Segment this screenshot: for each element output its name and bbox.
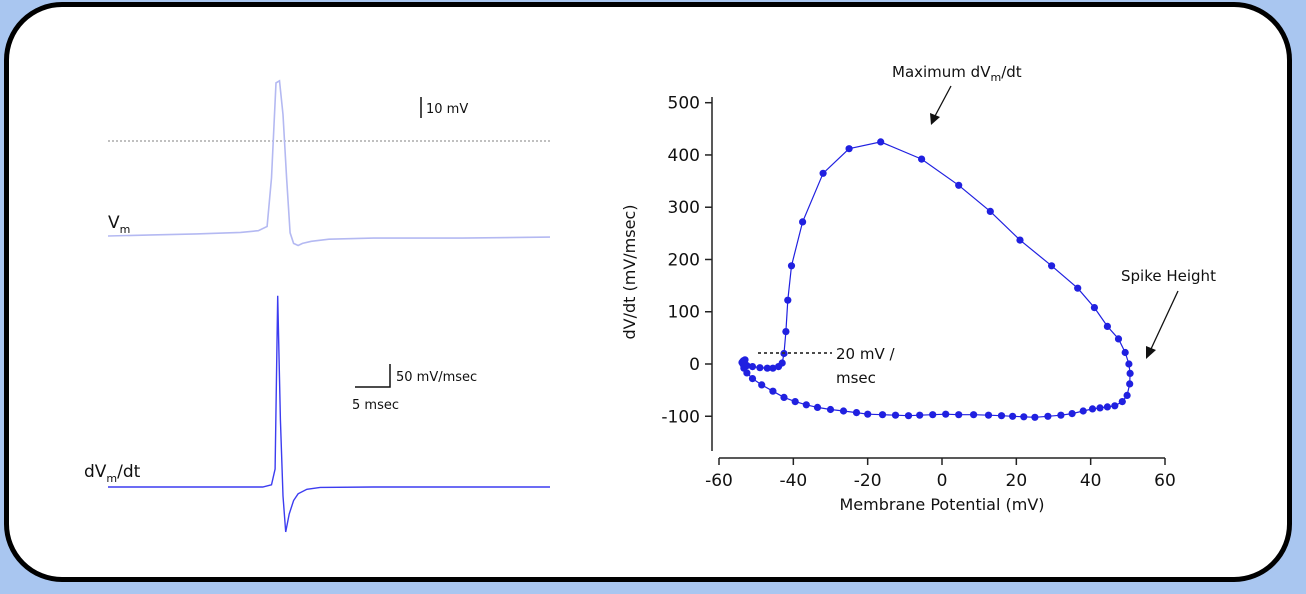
y-axis-label: dV/dt (mV/msec) xyxy=(620,205,639,340)
threshold-label-line1: 20 mV / xyxy=(836,345,895,363)
phase-point xyxy=(1103,403,1111,411)
derivative-time-scale-bar xyxy=(355,364,391,388)
dvdt-label: dVm/dt xyxy=(84,462,141,485)
phase-point xyxy=(782,328,790,336)
phase-point xyxy=(984,411,993,419)
phase-point xyxy=(826,405,835,414)
vm-label: Vm xyxy=(108,213,130,236)
phase-point xyxy=(1114,335,1123,343)
max-dvdt-label: Maximum dVm/dt xyxy=(892,63,1022,84)
phase-point xyxy=(1126,369,1134,377)
phase-point xyxy=(1123,391,1131,399)
spike-height-arrow xyxy=(1146,290,1179,359)
phase-point xyxy=(758,381,766,389)
x-ticks: -60 -40 -20 0 20 40 60 xyxy=(705,458,1176,491)
phase-plot-points xyxy=(738,138,1134,421)
phase-point xyxy=(778,359,786,367)
phase-point xyxy=(1074,284,1082,292)
y-tick-label: 400 xyxy=(668,146,700,166)
voltage-scale-label: 10 mV xyxy=(426,102,468,117)
phase-point xyxy=(929,411,937,419)
phase-point xyxy=(852,409,861,417)
threshold-label-line2: msec xyxy=(836,369,876,387)
phase-point xyxy=(1090,304,1098,312)
dvdt-trace xyxy=(108,295,550,533)
y-tick-label: 0 xyxy=(689,355,700,375)
phase-point xyxy=(986,207,994,215)
phase-point xyxy=(799,218,807,226)
phase-point xyxy=(1009,412,1017,420)
y-tick-label: -100 xyxy=(661,407,700,427)
phase-point xyxy=(1079,407,1087,415)
phase-point xyxy=(878,411,887,419)
phase-point xyxy=(955,181,963,189)
phase-point xyxy=(864,410,872,418)
max-dvdt-arrow xyxy=(930,85,952,125)
phase-point xyxy=(1016,236,1024,244)
phase-point xyxy=(916,411,924,419)
phase-point xyxy=(1096,404,1104,412)
x-tick-label: -60 xyxy=(705,471,733,491)
phase-point xyxy=(784,296,792,304)
y-ticks: -100 0 100 200 300 400 500 xyxy=(661,94,712,427)
x-axis-label: Membrane Potential (mV) xyxy=(839,495,1044,514)
phase-point xyxy=(942,410,950,418)
phase-point xyxy=(763,364,771,372)
phase-point xyxy=(1048,262,1056,270)
phase-point xyxy=(1118,398,1126,406)
phase-point xyxy=(1068,410,1076,418)
phase-point xyxy=(1111,402,1119,410)
phase-point xyxy=(748,363,757,371)
x-tick-label: 0 xyxy=(937,471,948,491)
phase-point xyxy=(769,364,777,372)
phase-point xyxy=(997,412,1006,420)
y-tick-label: 200 xyxy=(668,250,700,270)
phase-point xyxy=(904,412,913,420)
x-tick-label: 40 xyxy=(1080,471,1102,491)
phase-point xyxy=(769,387,777,395)
phase-point xyxy=(756,364,764,372)
y-tick-label: 300 xyxy=(668,198,700,218)
spike-height-label: Spike Height xyxy=(1121,267,1216,285)
phase-point xyxy=(1057,411,1065,419)
phase-point xyxy=(1126,380,1134,388)
phase-point xyxy=(787,262,796,270)
phase-point xyxy=(1103,322,1111,330)
phase-point xyxy=(791,398,799,406)
left-panel: 10 mV 50 mV/msec 5 msec Vm dVm/dt xyxy=(84,79,551,533)
x-tick-label: 20 xyxy=(1006,471,1028,491)
phase-point xyxy=(891,411,900,419)
x-tick-label: -40 xyxy=(779,471,807,491)
time-scale-label: 5 msec xyxy=(352,398,399,413)
phase-point xyxy=(1044,412,1052,420)
right-panel: -100 0 100 200 300 400 500 -60 -40 -20 0 20 40 60 Me… xyxy=(620,63,1216,514)
y-tick-label: 500 xyxy=(668,94,700,114)
phase-point xyxy=(1031,413,1039,421)
phase-point xyxy=(740,358,748,366)
phase-point xyxy=(970,411,978,419)
derivative-scale-label: 50 mV/msec xyxy=(396,370,477,385)
phase-plot-line xyxy=(741,141,1131,418)
phase-point xyxy=(839,407,848,415)
x-tick-label: 60 xyxy=(1154,471,1176,491)
phase-point xyxy=(1125,360,1133,368)
phase-point xyxy=(748,375,757,383)
phase-point xyxy=(955,411,963,419)
phase-point xyxy=(802,401,810,409)
phase-point xyxy=(780,393,788,401)
x-tick-label: -20 xyxy=(854,471,882,491)
y-tick-label: 100 xyxy=(668,303,700,323)
phase-point xyxy=(819,169,827,177)
slide-frame xyxy=(4,2,1292,582)
phase-point xyxy=(877,138,885,146)
vm-trace xyxy=(107,79,551,247)
phase-point xyxy=(918,155,926,163)
phase-point xyxy=(1088,405,1097,413)
phase-point xyxy=(1020,413,1028,421)
phase-point xyxy=(1121,348,1129,357)
phase-point xyxy=(845,145,853,153)
phase-point xyxy=(813,403,822,411)
